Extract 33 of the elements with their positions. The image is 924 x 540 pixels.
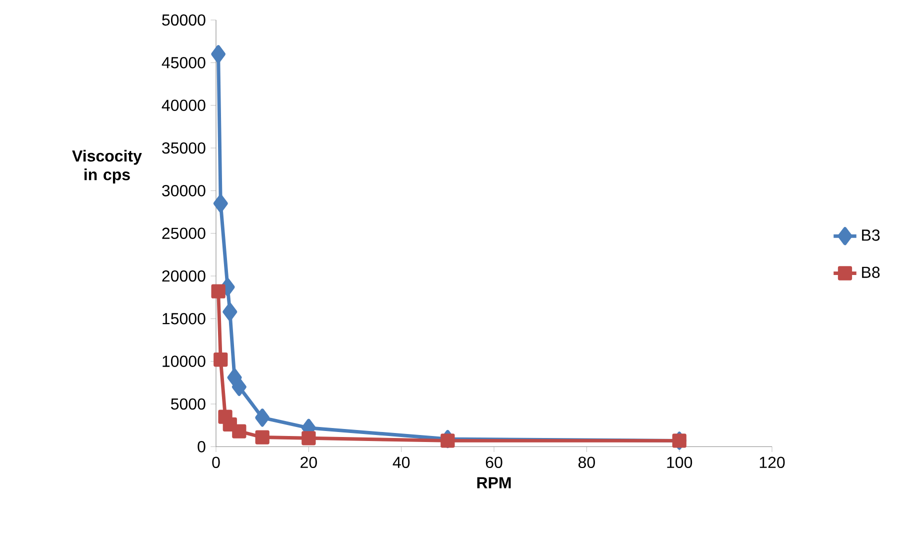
y-tick-label: 10000: [162, 356, 206, 367]
x-tick-label: 80: [578, 456, 595, 468]
point: [232, 424, 246, 438]
legend-label: B8: [862, 266, 880, 278]
y-tick-label: 25000: [162, 228, 206, 239]
legend-label: B3: [862, 230, 880, 241]
y-tick-label: 40000: [162, 100, 206, 111]
y-tick-label: 35000: [162, 142, 206, 154]
x-tick-label: 120: [760, 456, 785, 468]
y-tick-label: 45000: [162, 57, 206, 68]
point: [255, 430, 270, 444]
x-tick-label: 40: [392, 456, 410, 468]
point: [211, 45, 226, 64]
point: [302, 431, 316, 446]
x-tick-label: 0: [212, 456, 220, 468]
point: [232, 378, 246, 396]
x-tick-label: 60: [486, 456, 502, 468]
y-axis-title: Viscocity in cps: [72, 150, 142, 184]
point: [222, 302, 238, 321]
point: [255, 408, 270, 427]
x-tick-label: 100: [667, 456, 692, 468]
y-tick-label: 20000: [162, 270, 206, 282]
point: [440, 434, 455, 448]
y-tick-label: 15000: [162, 313, 206, 324]
x-axis-title: RPM: [477, 477, 511, 488]
point: [213, 194, 228, 213]
y-tick-label: 50000: [162, 14, 206, 26]
x-tick-label: 20: [300, 456, 317, 468]
y-tick-label: 30000: [162, 185, 206, 196]
y-tick-label: 5000: [171, 398, 206, 410]
point: [211, 284, 226, 298]
point: [214, 352, 228, 367]
y-tick-label: 0: [198, 441, 206, 452]
